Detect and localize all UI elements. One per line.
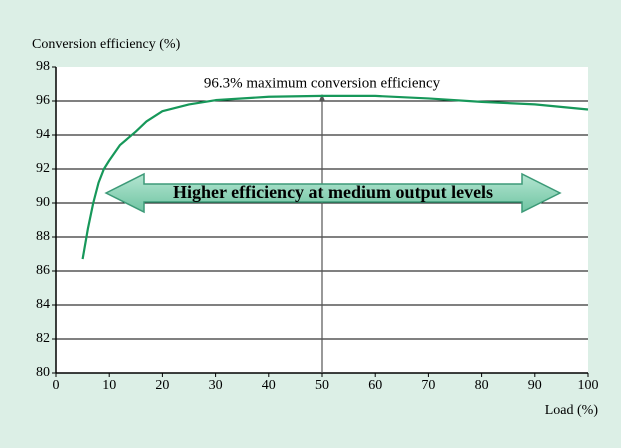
x-tick-label: 10 (102, 378, 116, 393)
banner-arrow (104, 172, 562, 214)
banner-text: Higher efficiency at medium output level… (173, 182, 493, 202)
x-tick-label: 20 (155, 378, 169, 393)
x-tick-label: 70 (421, 378, 435, 393)
y-tick-label: 82 (36, 331, 50, 346)
annotation: 96.3% maximum conversion efficiency (204, 75, 441, 91)
y-tick-label: 90 (36, 195, 50, 210)
x-tick-label: 80 (475, 378, 489, 393)
y-tick-label: 98 (36, 59, 50, 74)
y-tick-label: 94 (36, 127, 50, 142)
y-tick-label: 84 (36, 297, 50, 312)
x-tick-label: 60 (368, 378, 382, 393)
line-series (81, 94, 589, 260)
x-tick-label: 100 (578, 378, 599, 393)
y-tick-label: 80 (36, 365, 50, 380)
x-tick-label: 0 (53, 378, 60, 393)
x-tick-label: 40 (262, 378, 276, 393)
y-axis-label: Conversion efficiency (%) (32, 37, 181, 52)
x-tick-label: 50 (315, 378, 329, 393)
x-axis-label: Load (%) (545, 403, 599, 418)
x-tick-label: 90 (528, 378, 542, 393)
max-marker-arrowhead (319, 94, 325, 101)
x-tick-label: 30 (209, 378, 223, 393)
y-tick-label: 88 (36, 229, 50, 244)
y-tick-label: 92 (36, 161, 50, 176)
y-tick-label: 86 (36, 263, 50, 278)
y-tick-label: 96 (36, 93, 50, 108)
